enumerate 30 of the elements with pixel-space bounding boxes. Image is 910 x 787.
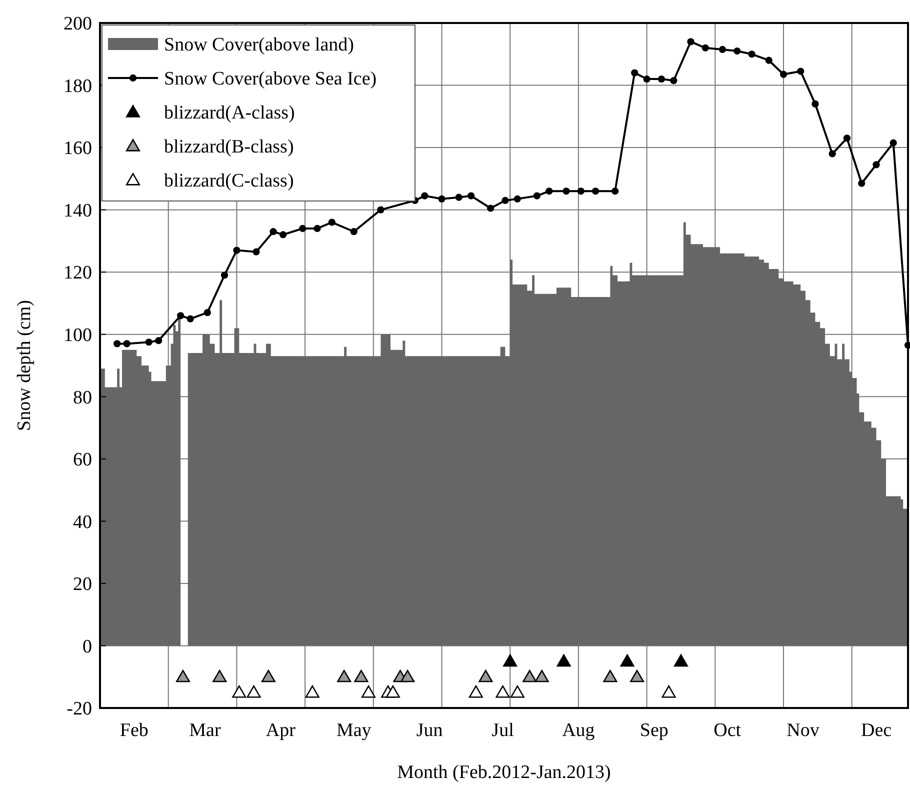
legend-label: Snow Cover(above Sea Ice) <box>164 68 377 90</box>
x-tick-label: Aug <box>562 720 596 741</box>
x-tick-label: Feb <box>120 720 148 741</box>
legend-label: blizzard(B-class) <box>164 136 294 158</box>
x-tick-label: May <box>336 720 372 741</box>
y-tick-label: 60 <box>73 450 92 471</box>
y-tick-label: 100 <box>64 325 92 346</box>
y-tick-label: 40 <box>73 512 92 533</box>
y-tick-label: 120 <box>64 262 92 284</box>
y-tick-label: 200 <box>64 14 92 35</box>
x-tick-label: Jun <box>416 720 444 741</box>
x-tick-label: Oct <box>714 720 742 741</box>
y-tick-label: 20 <box>73 574 92 596</box>
x-tick-label: Dec <box>860 720 892 741</box>
y-tick-label: 180 <box>64 76 92 97</box>
x-tick-label: Sep <box>640 720 668 741</box>
x-tick-label: Nov <box>786 720 820 741</box>
legend-label: blizzard(A-class) <box>164 102 295 124</box>
y-tick-label: 160 <box>64 138 92 160</box>
y-axis-title: Snow depth (cm) <box>14 300 35 431</box>
legend-label: blizzard(C-class) <box>164 170 294 192</box>
x-tick-label: Jul <box>492 720 514 741</box>
y-tick-label: 140 <box>64 200 92 222</box>
x-tick-label: Apr <box>266 720 296 741</box>
x-axis-title: Month (Feb.2012-Jan.2013) <box>397 762 611 783</box>
y-tick-label: 0 <box>82 636 92 658</box>
legend-label: Snow Cover(above land) <box>164 34 354 56</box>
y-tick-label: 80 <box>73 387 92 408</box>
x-tick-label: Mar <box>189 720 222 741</box>
y-tick-label: -20 <box>66 698 92 720</box>
